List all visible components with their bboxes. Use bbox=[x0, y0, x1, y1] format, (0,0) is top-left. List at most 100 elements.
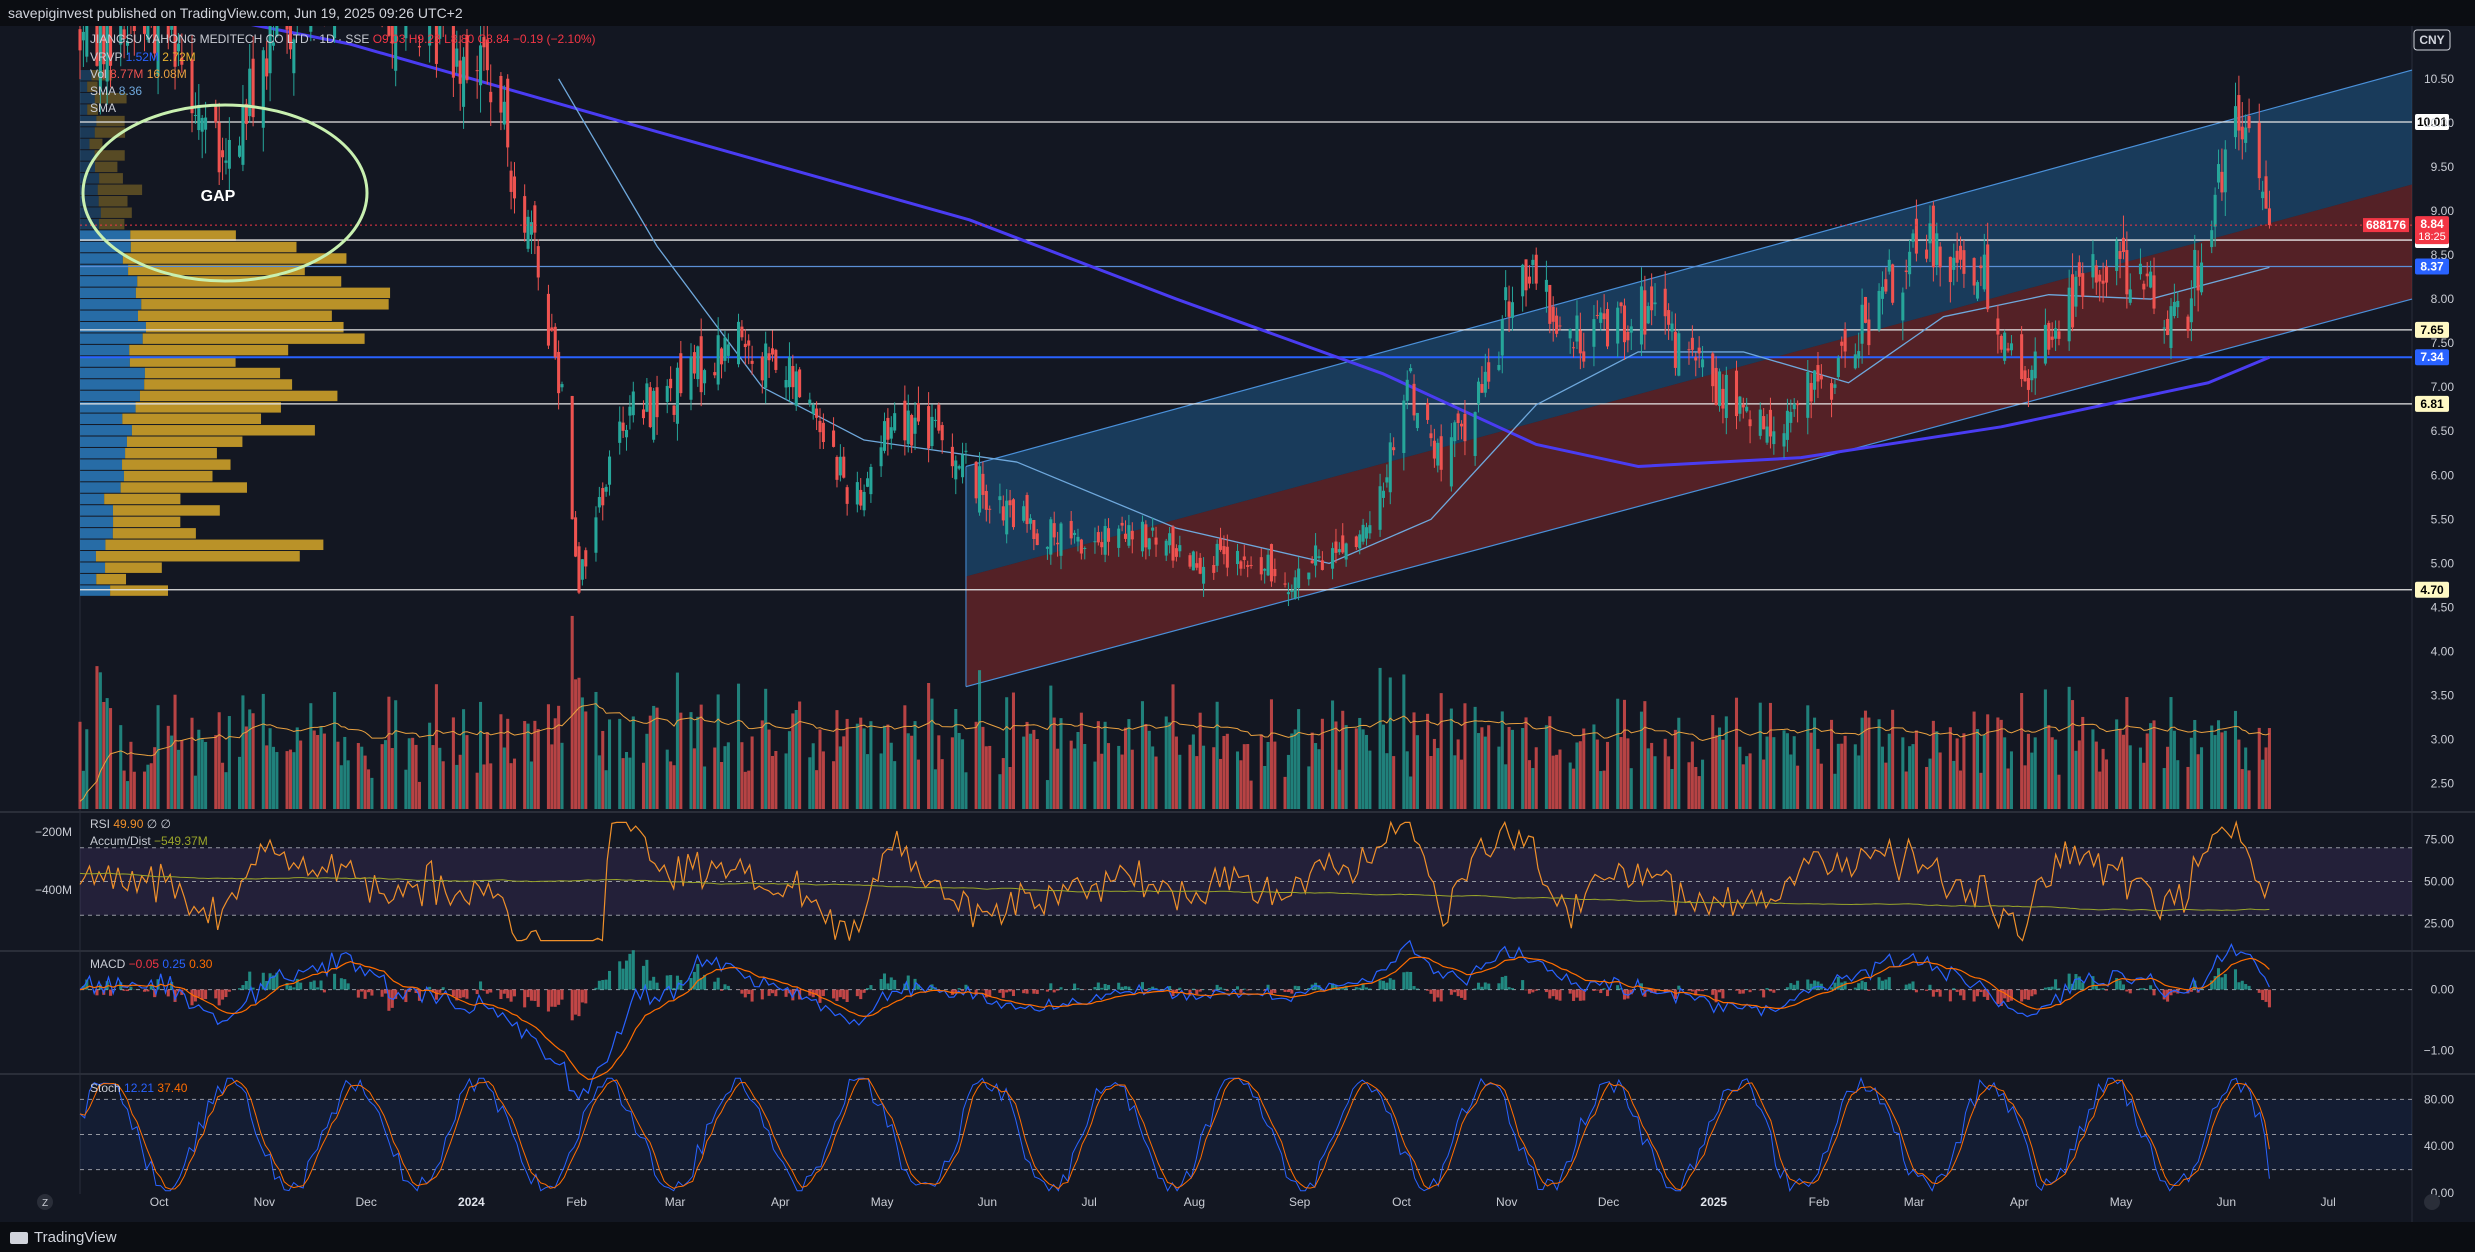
volume-bar bbox=[1168, 722, 1172, 809]
volume-bar bbox=[2267, 728, 2271, 809]
macd-histogram-bar bbox=[1415, 988, 1419, 990]
volume-bar bbox=[1904, 771, 1908, 809]
macd-histogram-bar bbox=[1863, 982, 1868, 990]
candle-body bbox=[1310, 560, 1314, 564]
macd-histogram-bar bbox=[723, 984, 727, 990]
volume-bar bbox=[2128, 745, 2132, 809]
candle-body bbox=[333, 26, 337, 39]
macd-histogram-bar bbox=[465, 989, 469, 999]
candle-body bbox=[1925, 249, 1929, 259]
macd-histogram-bar bbox=[628, 953, 632, 990]
candle-body bbox=[557, 351, 561, 394]
tradingview-logo[interactable]: TradingView bbox=[10, 1229, 117, 1246]
candle-body bbox=[726, 344, 730, 356]
volume-bar bbox=[1412, 712, 1416, 809]
macd-histogram-bar bbox=[1741, 989, 1745, 994]
volume-bar bbox=[271, 746, 276, 809]
chart-canvas[interactable]: 10.018.678.377.657.346.814.706881768.841… bbox=[0, 26, 2475, 1222]
volume-bar bbox=[1222, 735, 1226, 809]
candle-body bbox=[1687, 349, 1691, 351]
candle-body bbox=[961, 454, 965, 478]
macd-histogram-bar bbox=[2115, 978, 2119, 990]
candle-body bbox=[271, 42, 276, 46]
candle-body bbox=[404, 26, 408, 39]
macd-histogram-bar bbox=[1857, 983, 1861, 990]
volume-profile-bar-up bbox=[80, 253, 123, 264]
volume-bar bbox=[940, 759, 944, 809]
volume-bar bbox=[1191, 734, 1195, 809]
volume-bar bbox=[1117, 745, 1121, 809]
candle-body bbox=[1999, 335, 2003, 350]
candle-body bbox=[1721, 388, 1725, 409]
candle-body bbox=[1320, 560, 1324, 570]
volume-bar bbox=[764, 688, 768, 809]
volume-bar bbox=[292, 752, 296, 809]
macd-histogram-bar bbox=[224, 989, 228, 998]
volume-profile-bar-up bbox=[80, 379, 145, 390]
volume-bar bbox=[1079, 712, 1083, 809]
candle-body bbox=[1249, 564, 1253, 566]
macd-histogram-bar bbox=[1772, 989, 1776, 993]
volume-bar bbox=[1188, 744, 1192, 809]
candle-body bbox=[1914, 218, 1918, 254]
macd-histogram-bar bbox=[577, 989, 581, 1017]
candle-body bbox=[1796, 403, 1800, 406]
volume-bar bbox=[109, 708, 113, 809]
candle-body bbox=[574, 517, 578, 557]
macd-histogram-bar bbox=[1497, 983, 1501, 990]
volume-bar bbox=[1154, 756, 1158, 809]
volume-bar bbox=[1310, 732, 1314, 809]
macd-histogram-bar bbox=[404, 989, 408, 1003]
macd-histogram-bar bbox=[1235, 986, 1240, 990]
legend-sma-2-part: SMA bbox=[90, 101, 116, 115]
volume-bar bbox=[1605, 741, 1610, 809]
macd-histogram-bar bbox=[1178, 987, 1182, 990]
macd-histogram-bar bbox=[523, 989, 527, 1008]
candle-body bbox=[1938, 246, 1942, 268]
macd-histogram-bar bbox=[1639, 983, 1643, 990]
volume-bar bbox=[288, 749, 292, 809]
brand-name: TradingView bbox=[34, 1229, 117, 1246]
volume-bar bbox=[1819, 763, 1823, 809]
volume-bar bbox=[193, 775, 197, 809]
candle-body bbox=[1022, 506, 1026, 521]
price-tick-label: 7.50 bbox=[2431, 336, 2455, 350]
candle-body bbox=[1388, 442, 1392, 493]
volume-bar bbox=[2074, 750, 2078, 809]
macd-histogram-bar bbox=[1439, 989, 1443, 1002]
volume-profile-bar-down bbox=[87, 81, 98, 92]
accum-dist-legend: Accum/Dist −549.37M bbox=[90, 834, 208, 848]
candle-body bbox=[1307, 572, 1311, 580]
candle-body bbox=[767, 353, 771, 361]
candle-body bbox=[1816, 365, 1820, 382]
volume-bar bbox=[346, 760, 350, 809]
macd-histogram-bar bbox=[1246, 989, 1250, 991]
macd-histogram-bar bbox=[1358, 987, 1362, 990]
macd-histogram-bar bbox=[322, 989, 326, 993]
candle-body bbox=[1670, 323, 1674, 332]
volume-bar bbox=[1531, 768, 1535, 809]
volume-bar bbox=[529, 761, 533, 809]
macd-histogram-bar bbox=[193, 989, 197, 1002]
volume-bar bbox=[1215, 701, 1219, 809]
volume-bar bbox=[889, 742, 893, 809]
volume-bar bbox=[170, 735, 174, 809]
candle-body bbox=[2098, 274, 2102, 282]
volume-bar bbox=[356, 743, 360, 809]
volume-profile-bar-down bbox=[130, 230, 236, 241]
volume-bar bbox=[869, 721, 873, 809]
volume-bar bbox=[387, 696, 391, 809]
volume-profile-bar-up bbox=[80, 115, 97, 127]
macd-histogram-bar bbox=[166, 989, 170, 997]
macd-histogram-bar bbox=[2261, 989, 2265, 1001]
candle-body bbox=[927, 406, 931, 449]
macd-histogram-bar bbox=[441, 987, 445, 990]
volume-profile-bar-up bbox=[80, 70, 92, 81]
candle-body bbox=[1439, 436, 1443, 470]
volume-bar bbox=[2166, 746, 2170, 809]
macd-histogram-bar bbox=[2067, 973, 2071, 990]
volume-bar bbox=[533, 720, 537, 809]
volume-bar bbox=[1646, 748, 1650, 809]
volume-bar bbox=[760, 720, 764, 809]
macd-histogram-bar bbox=[1605, 989, 1610, 997]
